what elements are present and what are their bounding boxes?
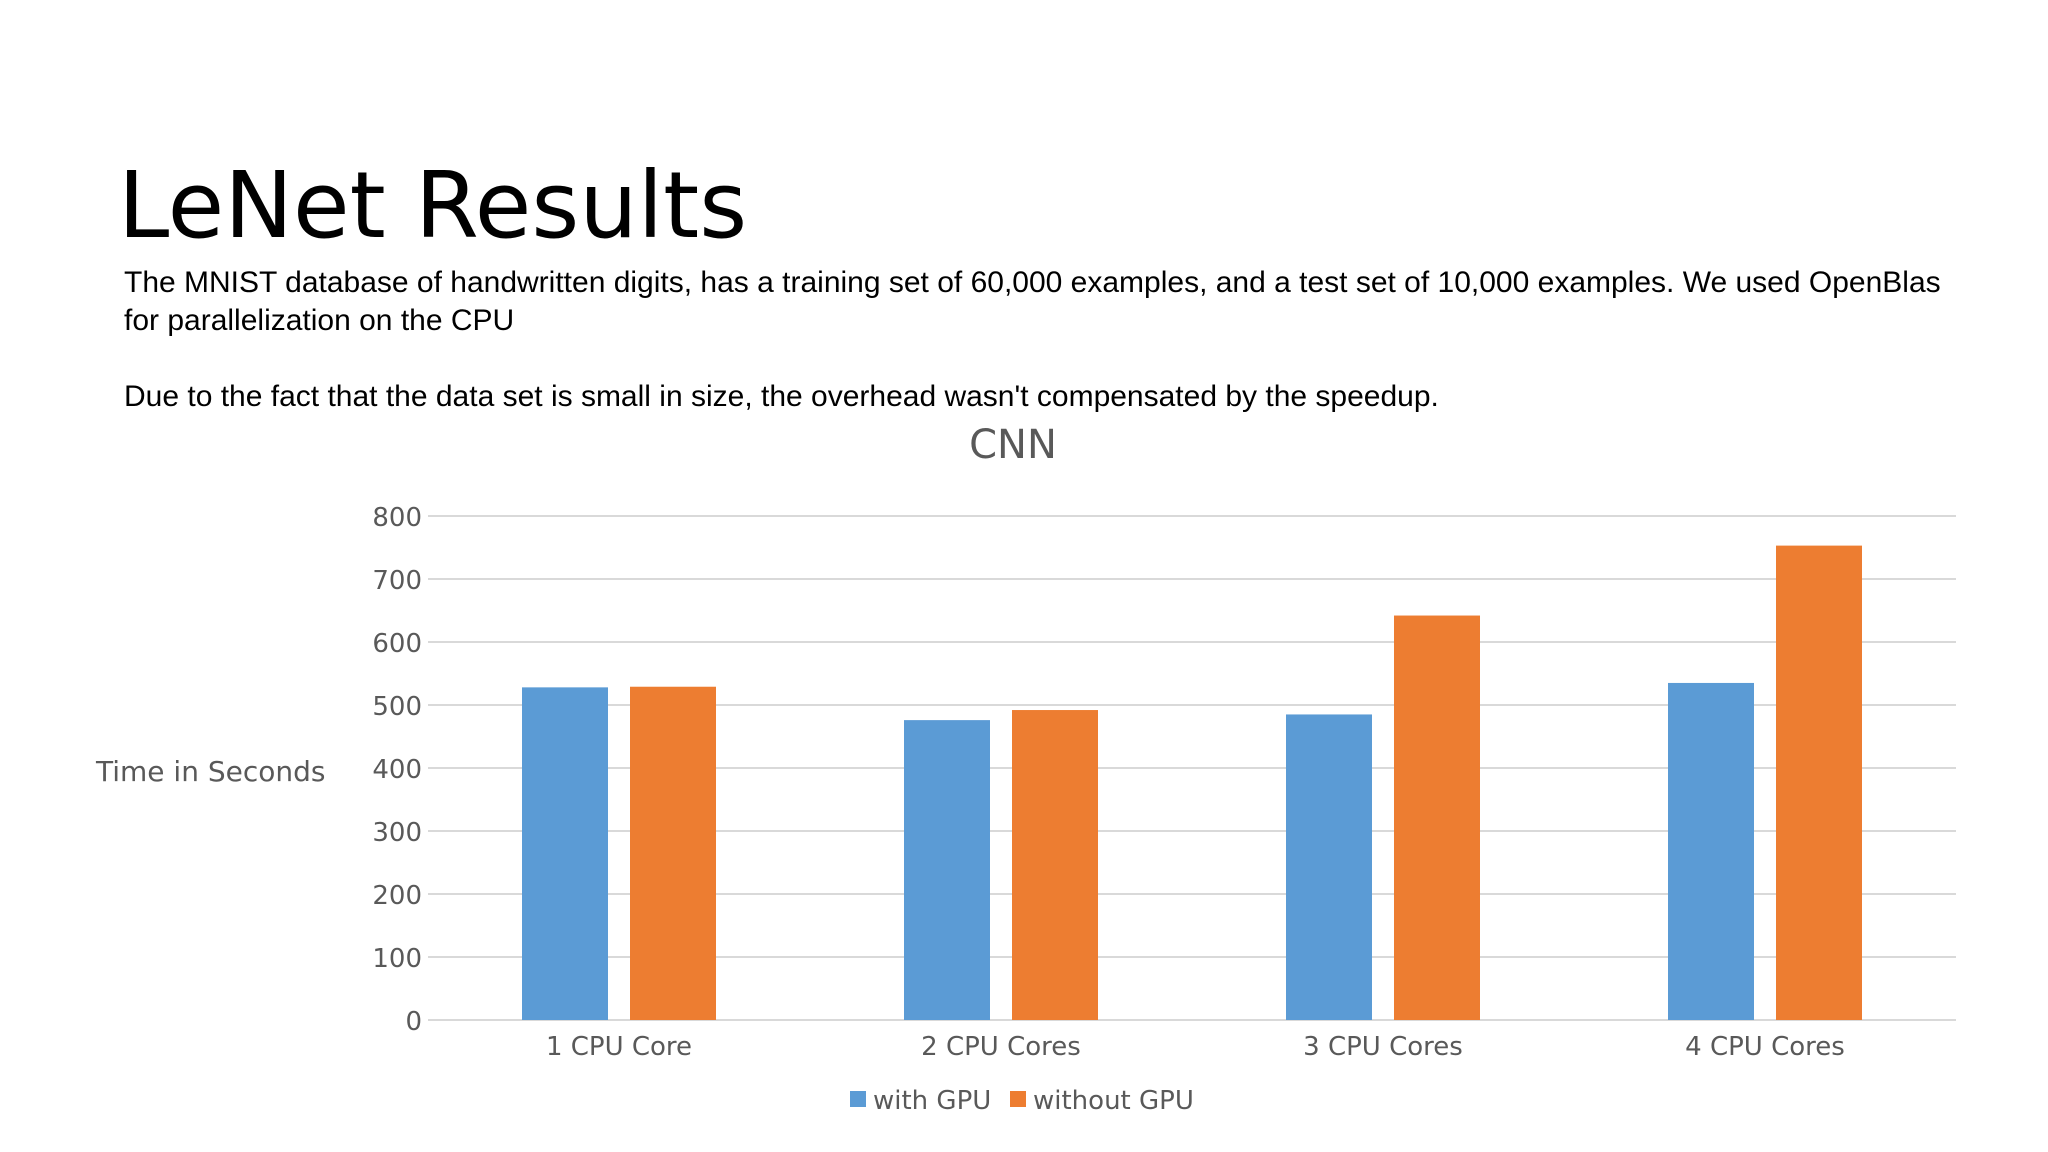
bar-with-gpu [904, 720, 990, 1020]
slide-title: LeNet Results [118, 152, 748, 259]
y-tick-label: 400 [372, 755, 422, 785]
bars [522, 545, 1862, 1020]
y-tick-label: 300 [372, 818, 422, 848]
y-tick-label: 800 [372, 503, 422, 533]
bar-without-gpu [630, 686, 716, 1020]
x-tick-label: 4 CPU Cores [1685, 1032, 1845, 1062]
x-axis-ticks: 1 CPU Core 2 CPU Cores 3 CPU Cores 4 CPU Co… [546, 1032, 1845, 1062]
x-tick-label: 3 CPU Cores [1303, 1032, 1463, 1062]
y-tick-label: 200 [372, 881, 422, 911]
y-tick-label: 0 [405, 1007, 422, 1037]
legend: with GPU without GPU [850, 1086, 1194, 1116]
legend-label: without GPU [1033, 1086, 1194, 1116]
body-paragraph-overhead: Due to the fact that the data set is sma… [124, 380, 1439, 413]
cnn-bar-chart: CNN Time in Seconds 0 100 200 300 400 500 600 7… [95, 422, 1956, 1116]
bar-without-gpu [1012, 710, 1098, 1020]
y-tick-label: 100 [372, 944, 422, 974]
y-axis-label: Time in Seconds [95, 755, 325, 788]
x-tick-label: 1 CPU Core [546, 1032, 692, 1062]
bar-without-gpu [1776, 545, 1862, 1020]
y-axis-ticks: 0 100 200 300 400 500 600 700 800 [372, 503, 422, 1037]
y-tick-label: 500 [372, 692, 422, 722]
bar-without-gpu [1394, 615, 1480, 1020]
bar-with-gpu [1286, 714, 1372, 1020]
y-tick-label: 600 [372, 629, 422, 659]
legend-label: with GPU [873, 1086, 991, 1116]
legend-swatch [850, 1091, 866, 1107]
legend-swatch [1010, 1091, 1026, 1107]
bar-with-gpu [1668, 682, 1754, 1020]
x-tick-label: 2 CPU Cores [921, 1032, 1081, 1062]
body-paragraph-dataset: The MNIST database of handwritten digits… [124, 266, 1941, 337]
slide-body: The MNIST database of handwritten digits… [124, 264, 1944, 416]
y-tick-label: 700 [372, 566, 422, 596]
bar-with-gpu [522, 687, 608, 1020]
chart-title: CNN [969, 422, 1057, 468]
